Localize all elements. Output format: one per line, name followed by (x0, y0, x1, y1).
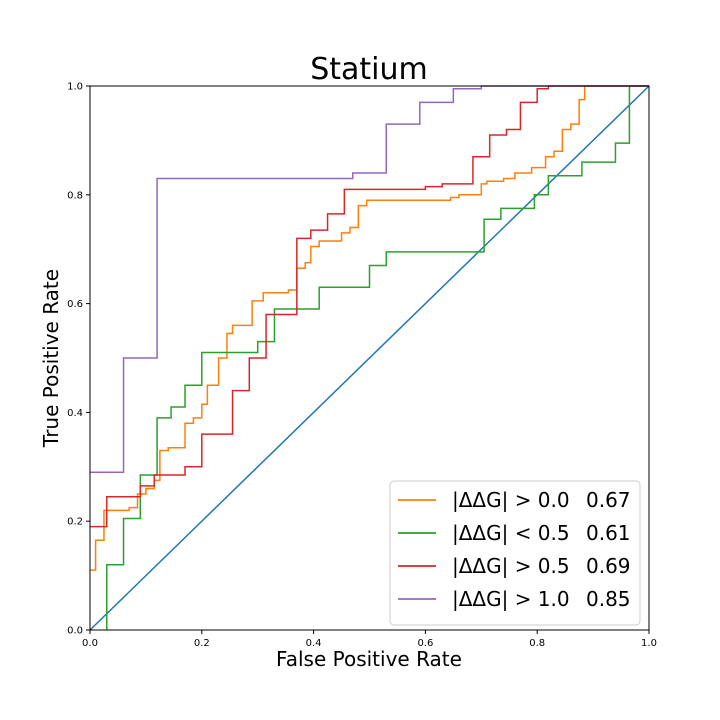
x-tick-label: 0.8 (529, 638, 545, 649)
series-line-1 (106, 85, 649, 630)
x-axis-label: False Positive Rate (276, 647, 462, 671)
diagonal-reference-line (89, 85, 650, 631)
legend-label-3: |ΔΔG| > 1.0 (452, 587, 570, 611)
series-line-3 (90, 85, 649, 473)
legend-auc-2: 0.69 (586, 554, 631, 578)
y-tick-label: 0.8 (67, 190, 83, 201)
y-tick-label: 0.6 (67, 299, 83, 310)
y-axis-ticks: 0.0 0.2 0.4 0.6 0.8 1.0 (67, 82, 90, 637)
series-line-2 (90, 85, 649, 528)
y-tick-label: 1.0 (67, 82, 83, 93)
y-axis-label: True Positive Rate (39, 269, 63, 448)
legend-box (389, 480, 641, 626)
legend-auc-0: 0.67 (586, 488, 631, 512)
x-tick-label: 0.0 (82, 638, 98, 649)
axes-frame (89, 85, 650, 631)
legend-auc-1: 0.61 (586, 521, 631, 545)
x-tick-label: 0.6 (417, 638, 433, 649)
legend: |ΔΔG| > 0.0 0.67 |ΔΔG| < 0.5 0.61 |ΔΔG| > 0.… (389, 480, 641, 626)
legend-auc-3: 0.85 (586, 587, 631, 611)
legend-label-1: |ΔΔG| < 0.5 (452, 521, 570, 545)
y-tick-label: 0.0 (67, 626, 83, 637)
x-axis-ticks: 0.0 0.2 0.4 0.6 0.8 1.0 (82, 630, 657, 649)
legend-label-2: |ΔΔG| > 0.5 (452, 554, 570, 578)
y-tick-label: 0.2 (67, 517, 83, 528)
x-tick-label: 0.4 (306, 638, 322, 649)
legend-label-0: |ΔΔG| > 0.0 (452, 488, 570, 512)
y-tick-label: 0.4 (67, 408, 83, 419)
plot-area (89, 85, 650, 631)
x-tick-label: 1.0 (641, 638, 657, 649)
x-tick-label: 0.2 (194, 638, 210, 649)
chart-title: Statium (310, 52, 428, 87)
